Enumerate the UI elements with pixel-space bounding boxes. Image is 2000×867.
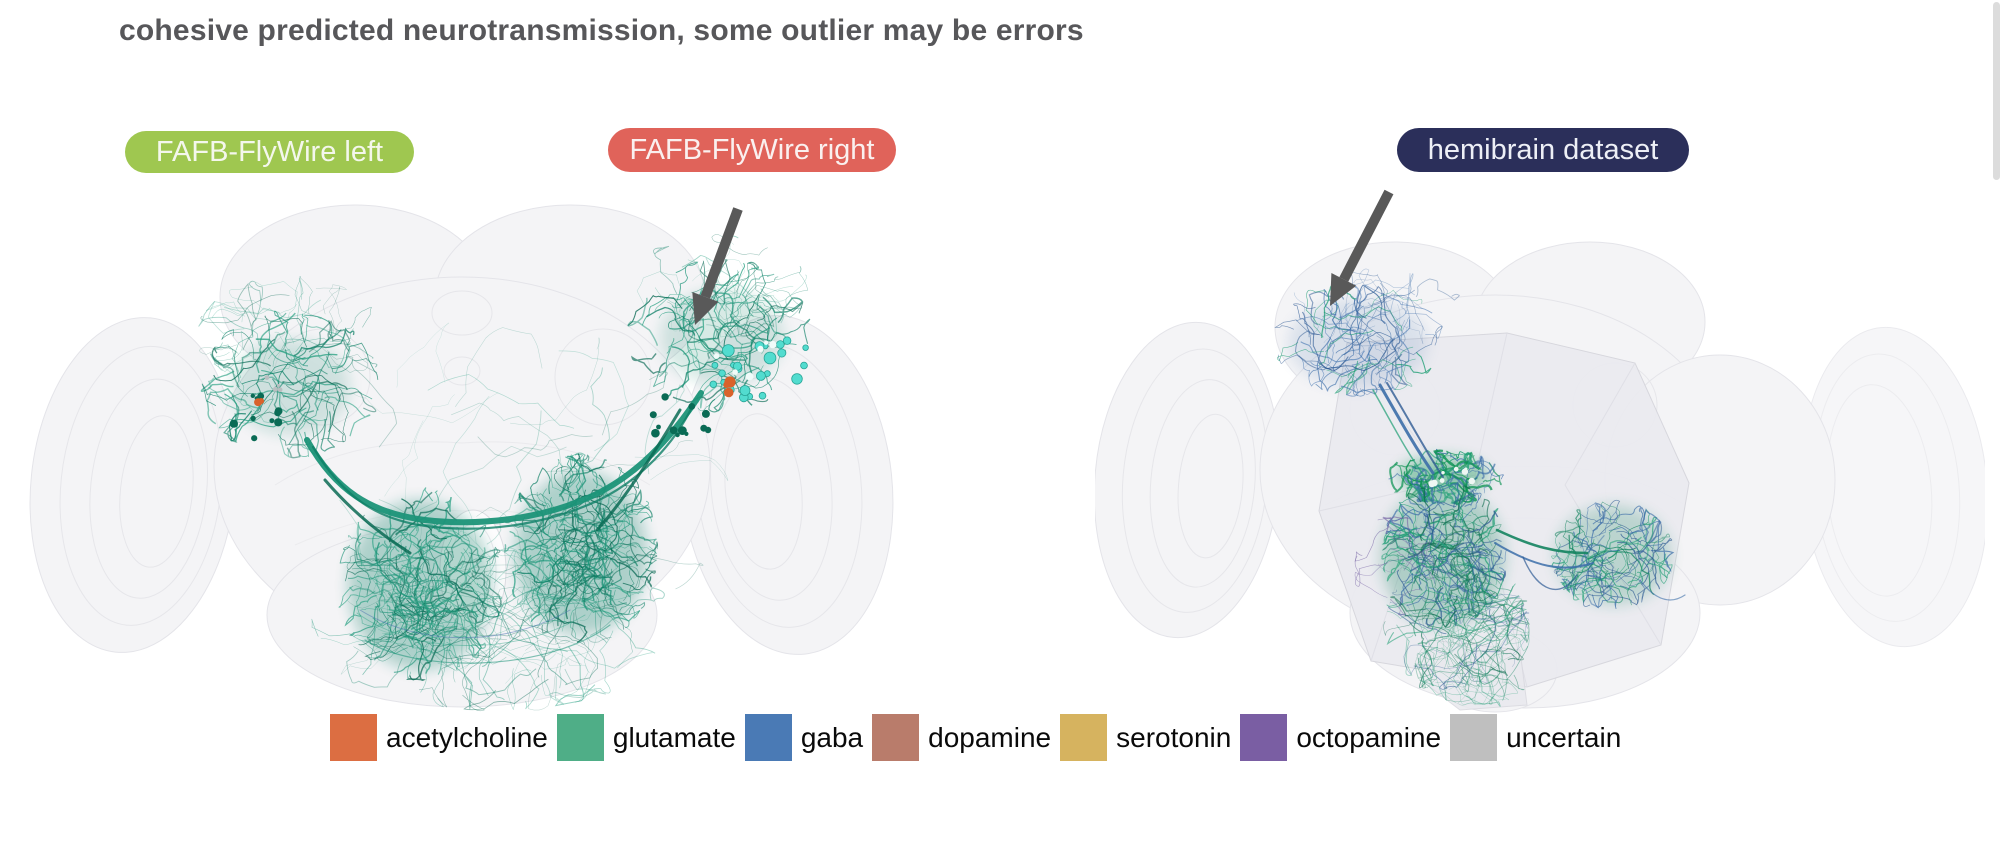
label-fafb-flywire-left: FAFB-FlyWire left — [125, 131, 414, 173]
legend-swatch-dopamine — [872, 714, 920, 761]
page-title: cohesive predicted neurotransmission, so… — [119, 14, 1084, 47]
legend-label: serotonin — [1116, 721, 1232, 753]
hemibrain-mesh — [1095, 241, 1985, 713]
legend-label: dopamine — [928, 721, 1052, 753]
legend-swatch-gaba — [744, 714, 792, 761]
neurotransmitter-legend: acetylcholine glutamate gaba dopamine se… — [330, 714, 1630, 761]
legend-item-acetylcholine: acetylcholine — [330, 714, 548, 761]
legend-item-octopamine: octopamine — [1240, 714, 1441, 761]
legend-item-dopamine: dopamine — [872, 714, 1051, 761]
label-fafb-flywire-right: FAFB-FlyWire right — [608, 128, 896, 172]
vertical-scrollbar-thumb[interactable] — [1993, 2, 2000, 180]
legend-swatch-serotonin — [1060, 714, 1108, 761]
legend-label: octopamine — [1296, 721, 1442, 753]
legend-swatch-acetylcholine — [330, 714, 377, 761]
label-fafb-flywire-right-text: FAFB-FlyWire right — [629, 133, 875, 166]
label-hemibrain-dataset: hemibrain dataset — [1397, 128, 1689, 172]
legend-item-serotonin: serotonin — [1060, 714, 1231, 761]
legend-label: gaba — [800, 721, 864, 753]
annotation-arrow-right — [1330, 189, 1394, 306]
legend-item-gaba: gaba — [744, 714, 864, 761]
fafb-neurons — [198, 233, 811, 712]
annotation-arrow-left — [692, 207, 743, 325]
hemibrain-figure — [1095, 241, 1985, 713]
legend-label: uncertain — [1506, 721, 1622, 753]
legend-item-uncertain: uncertain — [1450, 714, 1621, 761]
legend-label: acetylcholine — [386, 721, 548, 753]
hemibrain-neurons — [1274, 268, 1686, 707]
legend-item-glutamate: glutamate — [556, 714, 736, 761]
legend-swatch-glutamate — [556, 714, 604, 761]
label-fafb-flywire-left-text: FAFB-FlyWire left — [155, 135, 384, 168]
label-hemibrain-dataset-text: hemibrain dataset — [1427, 133, 1659, 166]
fafb-brain-figure — [29, 204, 894, 712]
legend-swatch-octopamine — [1240, 714, 1288, 761]
legend-label: glutamate — [612, 721, 736, 753]
legend-swatch-uncertain — [1450, 714, 1498, 761]
